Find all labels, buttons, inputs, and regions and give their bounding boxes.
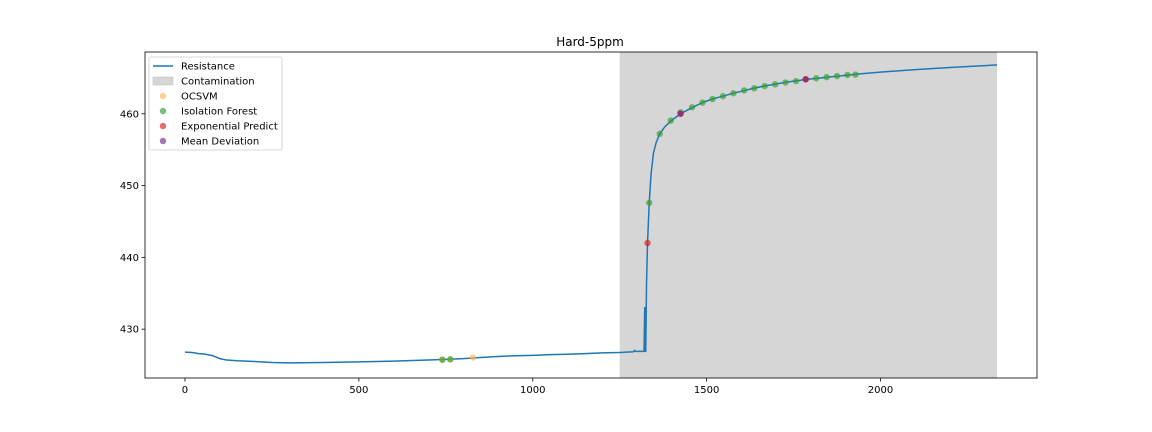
point-isolation-forest bbox=[751, 85, 758, 92]
legend-label-contamination: Contamination bbox=[181, 77, 255, 88]
x-tick-label: 1000 bbox=[520, 385, 545, 396]
plot-content bbox=[184, 52, 998, 378]
y-tick-label: 450 bbox=[120, 181, 139, 192]
point-isolation-forest bbox=[761, 82, 768, 90]
plot-area bbox=[184, 52, 998, 378]
legend-swatch-dot bbox=[159, 137, 167, 145]
contamination-span bbox=[619, 52, 998, 378]
legend-label-isolation-forest: Isolation Forest bbox=[181, 107, 257, 118]
x-tick-label: 0 bbox=[182, 385, 188, 396]
point-isolation-forest bbox=[730, 90, 737, 97]
point-isolation-forest bbox=[812, 75, 820, 82]
legend-label-ocsvm: OCSVM bbox=[181, 92, 218, 103]
point-isolation-forest bbox=[740, 87, 748, 94]
point-isolation-forest bbox=[792, 77, 800, 85]
point-isolation-forest bbox=[771, 81, 779, 88]
x-tick-label: 500 bbox=[349, 385, 368, 396]
point-ocsvm bbox=[469, 354, 477, 361]
point-isolation-forest bbox=[823, 73, 830, 81]
y-tick-label: 440 bbox=[120, 253, 139, 264]
point-isolation-forest bbox=[852, 71, 859, 78]
axes-frame bbox=[144, 51, 1038, 379]
axes: 0 500 1000 1500 2000 430 440 450 460 bbox=[120, 51, 1038, 396]
point-isolation-forest bbox=[646, 199, 653, 206]
point-mean-deviation bbox=[677, 110, 684, 117]
legend-swatch-dot bbox=[159, 92, 167, 100]
point-isolation-forest bbox=[688, 104, 696, 111]
point-mean-deviation bbox=[802, 76, 809, 83]
point-isolation-forest bbox=[844, 71, 851, 79]
legend-swatch-dot bbox=[159, 122, 167, 130]
point-isolation-forest bbox=[656, 130, 663, 138]
legend-label-mean-deviation: Mean Deviation bbox=[181, 137, 259, 148]
point-isolation-forest bbox=[709, 95, 716, 103]
legend-box bbox=[148, 56, 283, 151]
point-isolation-forest bbox=[719, 92, 727, 100]
x-tick-label: 2000 bbox=[868, 385, 893, 396]
y-tick-label: 460 bbox=[120, 109, 139, 120]
chart-title: Hard-5ppm bbox=[556, 35, 624, 49]
point-isolation-forest bbox=[439, 356, 446, 363]
point-isolation-forest bbox=[699, 99, 706, 106]
point-isolation-forest bbox=[833, 72, 841, 80]
point-exponential-predict bbox=[644, 239, 651, 247]
legend-swatch-patch bbox=[152, 76, 174, 86]
x-tick-label: 1500 bbox=[694, 385, 719, 396]
point-isolation-forest bbox=[667, 117, 675, 124]
point-isolation-forest bbox=[782, 79, 789, 86]
legend-label-exponential-predict: Exponential Predict bbox=[181, 122, 278, 133]
y-tick-label: 430 bbox=[120, 325, 139, 336]
legend-swatch-dot bbox=[159, 107, 167, 115]
point-isolation-forest bbox=[447, 356, 454, 363]
legend: Resistance Contamination OCSVM Isolation Fo… bbox=[148, 56, 283, 151]
legend-label-resistance: Resistance bbox=[181, 62, 235, 73]
